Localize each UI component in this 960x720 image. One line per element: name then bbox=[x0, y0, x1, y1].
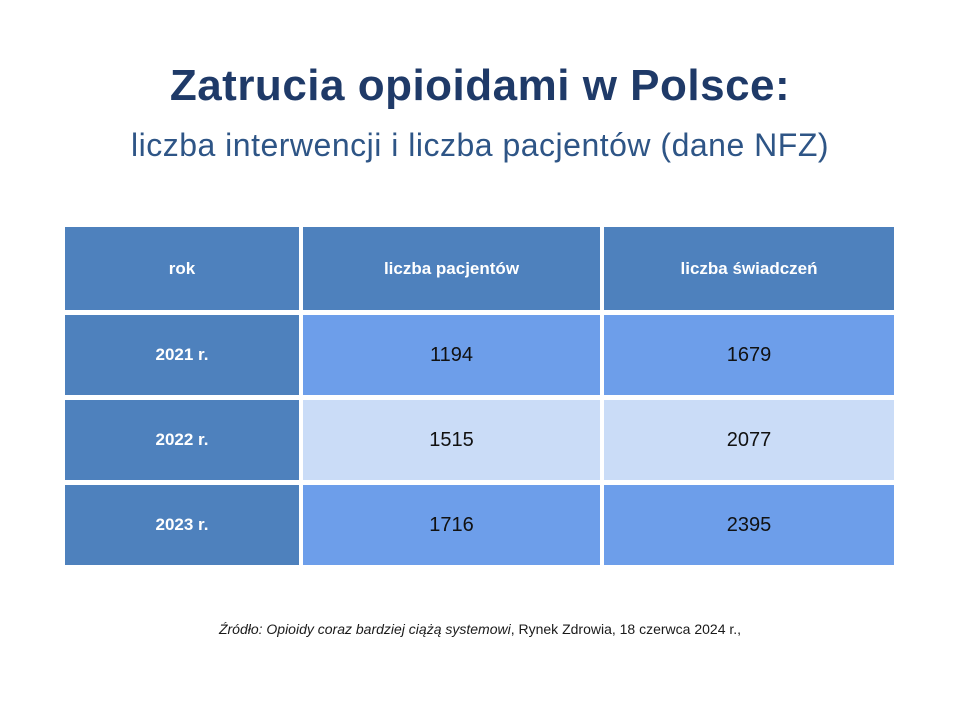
table-row-2022-services: 2077 bbox=[604, 400, 894, 480]
table-row-2021-year: 2021 r. bbox=[65, 315, 299, 395]
page-subtitle: liczba interwencji i liczba pacjentów (d… bbox=[130, 127, 830, 163]
page-title: Zatrucia opioidami w Polsce: bbox=[169, 61, 791, 110]
table-row-2023-patients: 1716 bbox=[303, 485, 600, 565]
table-row-2023-services: 2395 bbox=[604, 485, 894, 565]
table-row-2022-patients: 1515 bbox=[303, 400, 600, 480]
table-row-2021-patients: 1194 bbox=[303, 315, 600, 395]
table-header-liczba-swiadczen: liczba świadczeń bbox=[604, 227, 894, 310]
source-note-regular-part: , Rynek Zdrowia, 18 czerwca 2024 r., bbox=[510, 621, 742, 637]
table-row-2022-year: 2022 r. bbox=[65, 400, 299, 480]
table-header-rok: rok bbox=[65, 227, 299, 310]
table-row-2021-services: 1679 bbox=[604, 315, 894, 395]
source-note: Źródło: Opioidy coraz bardziej ciążą sys… bbox=[0, 621, 960, 637]
table-row-2023-year: 2023 r. bbox=[65, 485, 299, 565]
table-header-liczba-pacjentow: liczba pacjentów bbox=[303, 227, 600, 310]
data-table: rok liczba pacjentów liczba świadczeń 20… bbox=[65, 227, 894, 565]
source-note-italic-part: Źródło: Opioidy coraz bardziej ciążą sys… bbox=[218, 621, 511, 637]
